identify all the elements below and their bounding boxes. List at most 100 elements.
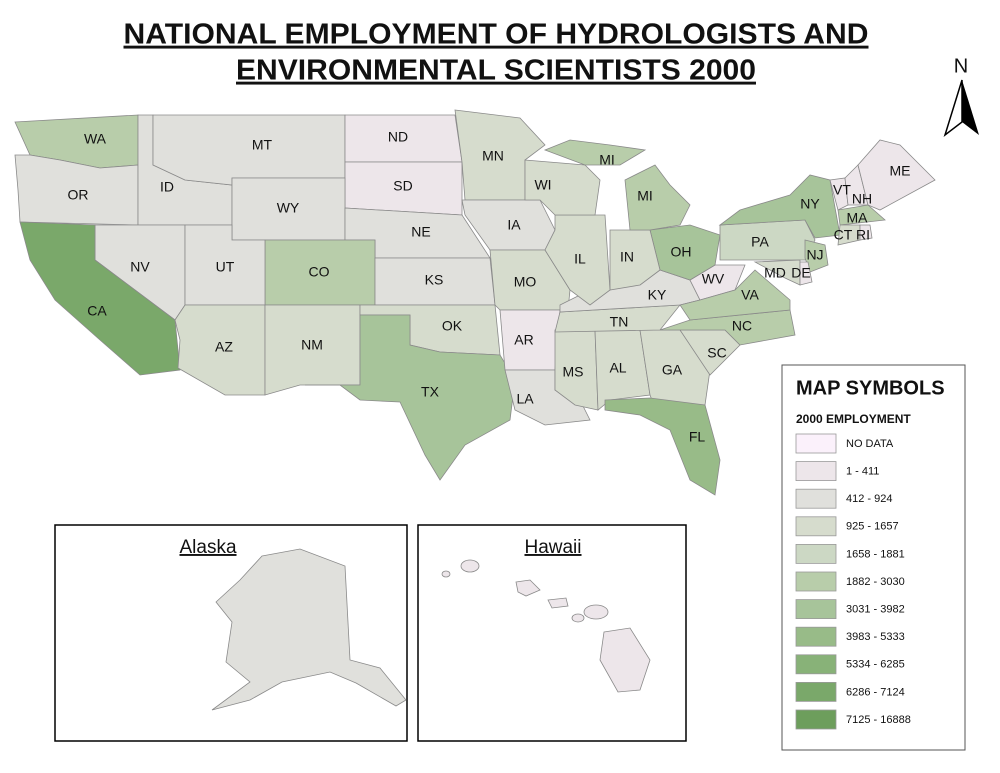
state-label: NH [852, 191, 872, 207]
state-label: IN [620, 249, 634, 265]
state-shape [859, 224, 873, 241]
legend-label: 412 - 924 [846, 493, 892, 505]
state-label: AZ [215, 339, 233, 355]
legend-title: MAP SYMBOLS [796, 377, 945, 399]
north-arrow [962, 80, 979, 135]
legend-swatch [795, 654, 837, 675]
state-label: MT [252, 137, 273, 153]
state-label: VT [833, 182, 851, 198]
state-shape [305, 314, 516, 481]
state-shape [604, 397, 721, 496]
state-label: UT [216, 259, 235, 275]
state-label: GA [662, 362, 683, 378]
state-shape [544, 214, 611, 306]
inset-title: Hawaii [524, 537, 581, 558]
state-shape [804, 239, 829, 273]
state-label: NY [800, 196, 820, 212]
north-label: N [954, 55, 968, 77]
state-label: TX [421, 384, 440, 400]
legend-subtitle: 2000 EMPLOYMENT [796, 412, 911, 426]
state-label: ME [890, 163, 911, 179]
state-label: FL [689, 429, 706, 445]
state-label: OH [671, 244, 692, 260]
alaska-shape [211, 548, 407, 711]
state-label: RI [856, 227, 870, 243]
title-line: NATIONAL EMPLOYMENT OF HYDROLOGISTS AND [124, 19, 869, 51]
state-label: MI [599, 152, 615, 168]
state-label: CT [834, 227, 853, 243]
legend-label: 3031 - 3982 [846, 604, 905, 616]
states: WA OR ID MT ND SD WY NE CO KS NV UT CA AZ NM OK TX MN IA MO… [14, 109, 936, 496]
legend-label: NO DATA [846, 438, 894, 450]
state-label: IL [574, 251, 586, 267]
state-label: NJ [806, 247, 823, 263]
state-label: MN [482, 148, 504, 164]
state-label: SD [393, 178, 412, 194]
state-label: KY [648, 287, 667, 303]
state-label: IA [507, 217, 521, 233]
state-label: CA [87, 303, 107, 319]
legend-label: 3983 - 5333 [846, 631, 905, 643]
state-label: ND [388, 129, 408, 145]
legend-swatch [795, 544, 837, 564]
state-shape [19, 221, 181, 376]
legend-classes: NO DATA 1 - 411 412 - 924 925 - 1657 1658 - … [795, 433, 911, 730]
state-label: KS [425, 272, 444, 288]
state-shape [543, 139, 647, 166]
inset-frame [54, 524, 408, 742]
state-shape [524, 159, 601, 216]
legend-swatch [795, 461, 837, 482]
state-label: NC [732, 318, 752, 334]
legend-swatch [795, 488, 837, 509]
legend-swatch [795, 626, 837, 647]
state-shape [624, 164, 691, 231]
legend-label: 925 - 1657 [846, 521, 899, 533]
state-label: OR [68, 187, 89, 203]
state-label: SC [707, 345, 726, 361]
title-line: ENVIRONMENTAL SCIENTISTS 2000 [236, 55, 756, 87]
state-label: OK [442, 318, 463, 334]
state-label: ID [160, 179, 174, 195]
legend-label: 1 - 411 [846, 466, 879, 478]
state-label: WV [702, 271, 725, 287]
legend-swatch [795, 571, 837, 592]
state-label: CO [309, 264, 330, 280]
legend-label: 1658 - 1881 [846, 548, 905, 560]
state-label: WA [84, 131, 107, 147]
state-label: NM [301, 337, 323, 353]
legend-swatch [795, 682, 837, 702]
state-label: VA [741, 287, 759, 303]
state-label: MS [563, 364, 584, 380]
legend-label: 6286 - 7124 [846, 686, 905, 698]
state-label: WI [534, 177, 551, 193]
state-label: WY [277, 200, 300, 216]
legend-swatch [795, 709, 837, 730]
state-shape [174, 304, 266, 396]
legend-swatch [795, 516, 837, 537]
state-shape [679, 269, 791, 321]
inset-title: Alaska [179, 537, 236, 558]
state-shape [837, 204, 886, 226]
state-label: LA [516, 391, 534, 407]
state-label: MI [637, 188, 653, 204]
state-label: NE [411, 224, 430, 240]
state-label: TN [610, 314, 629, 330]
hawaii-shape [441, 559, 651, 693]
north-arrow [943, 79, 963, 138]
legend-label: 5334 - 6285 [846, 659, 905, 671]
legend-swatch [795, 433, 837, 454]
state-label: PA [751, 234, 769, 250]
state-label: MD [764, 265, 786, 281]
state-label: AR [514, 332, 533, 348]
legend-swatch [795, 599, 837, 619]
state-label: DE [791, 265, 810, 281]
legend-label: 1882 - 3030 [846, 576, 905, 588]
state-label: NV [130, 259, 150, 275]
inset-frame [417, 524, 687, 742]
state-label: MA [847, 210, 869, 226]
state-label: MO [514, 274, 537, 290]
state-shape [799, 261, 813, 286]
legend-label: 7125 - 16888 [846, 714, 911, 726]
state-label: AL [609, 360, 626, 376]
